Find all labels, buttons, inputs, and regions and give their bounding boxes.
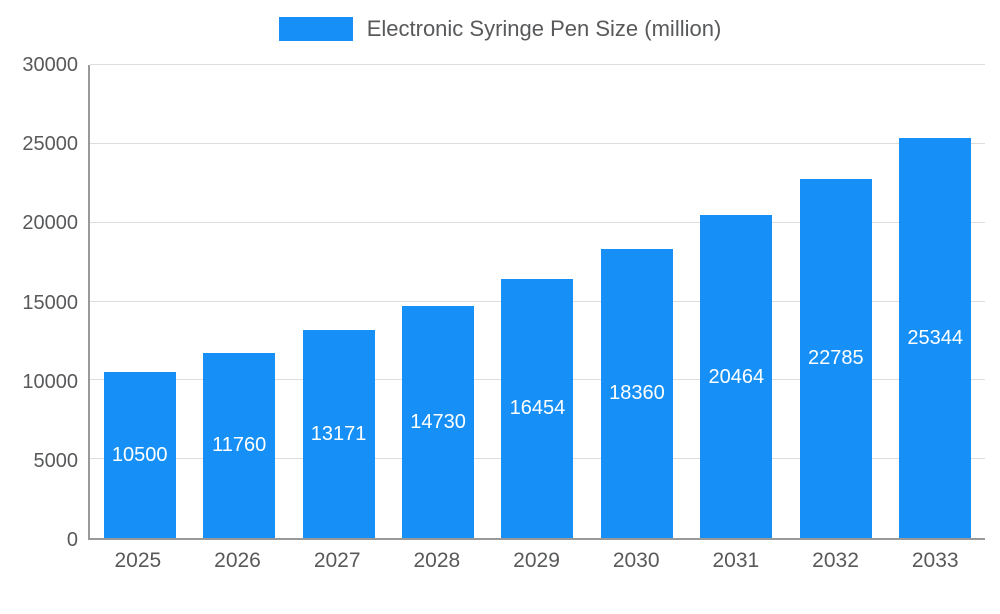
bars-container: 10500 11760 13171 14730 16454 18360 20464 22785… (90, 65, 985, 538)
bar: 20464 (700, 215, 773, 538)
y-axis-tick-label: 25000 (22, 133, 78, 156)
bar-value-label: 25344 (907, 327, 964, 350)
legend-swatch (278, 17, 353, 41)
y-axis-tick-label: 10000 (22, 370, 78, 393)
bar-slot: 20464 (687, 65, 786, 538)
y-axis-tick-label: 15000 (22, 291, 78, 314)
gridline (90, 64, 985, 65)
x-axis-tick-label: 2029 (513, 549, 560, 572)
chart-title: Electronic Syringe Pen Size (million) (366, 16, 722, 41)
bar-value-label: 13171 (310, 423, 367, 446)
bar-slot: 16454 (488, 65, 587, 538)
x-axis-tick-label: 2027 (313, 549, 361, 572)
bar: 16454 (501, 278, 574, 538)
bar-slot: 10500 (90, 65, 189, 538)
bar-value-label: 20464 (708, 365, 765, 388)
y-axis-tick-label: 5000 (33, 449, 79, 472)
bar: 10500 (103, 372, 176, 538)
x-axis-tick-label: 2025 (114, 549, 162, 572)
y-axis-tick-label: 20000 (22, 212, 78, 235)
x-axis-tick-label: 2028 (413, 549, 461, 572)
gridline (90, 221, 985, 223)
x-axis-tick-label: 2033 (911, 549, 959, 572)
bar-value-label: 11760 (212, 434, 267, 457)
x-axis: 2025 2026 2027 2028 2029 2030 2031 2032 2033 (88, 540, 1000, 582)
bar-slot: 18360 (587, 65, 686, 538)
bar-slot: 13171 (289, 65, 388, 538)
chart-page: Electronic Syringe Pen Size (million) 0 5… (0, 14, 1000, 614)
x-axis-tick-label: 2031 (712, 549, 760, 572)
bar: 25344 (899, 138, 972, 538)
y-axis-tick-label: 0 (66, 529, 78, 551)
bar-slot: 14730 (388, 65, 487, 538)
legend: Electronic Syringe Pen Size (million) (0, 14, 1000, 44)
y-axis-tick-label: 30000 (22, 54, 78, 76)
bar-chart: 0 5000 10000 15000 20000 25000 30000 10500 1176… (0, 55, 1000, 550)
bar: 11760 (203, 352, 276, 538)
x-axis-tick-label: 2026 (214, 549, 261, 572)
bar-value-label: 10500 (111, 444, 168, 467)
bar-value-label: 14730 (410, 410, 466, 433)
x-axis-tick-label: 2030 (612, 549, 660, 572)
bar: 14730 (402, 305, 475, 538)
bar-value-label: 16454 (509, 397, 566, 420)
bar-value-label: 22785 (807, 347, 864, 370)
bar: 18360 (600, 248, 673, 538)
x-axis-tick-label: 2032 (812, 549, 859, 572)
bar-slot: 11760 (189, 65, 288, 538)
bar: 13171 (302, 330, 375, 538)
y-axis: 0 5000 10000 15000 20000 25000 30000 (0, 55, 88, 550)
bar-slot: 25344 (886, 65, 985, 538)
plot-area: 10500 11760 13171 14730 16454 18360 20464 22785… (88, 64, 985, 540)
gridline (90, 142, 985, 144)
bar-slot: 22785 (786, 65, 885, 538)
bar: 22785 (799, 178, 872, 538)
bar-value-label: 18360 (609, 382, 665, 405)
